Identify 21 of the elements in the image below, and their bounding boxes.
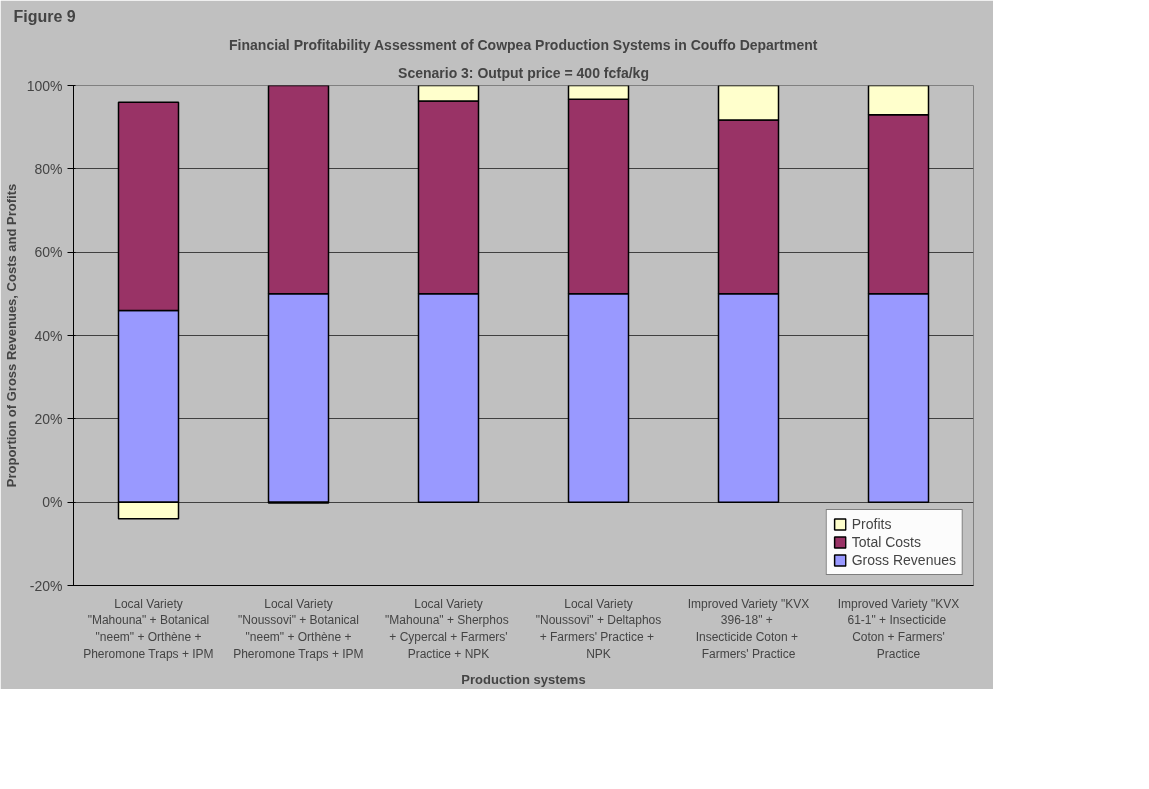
x-tick-label: Local Variety "Noussovi" + Botanical "neem" + Orthène + Pheromone Traps + IPM (233, 596, 364, 661)
caption: Figure 9 (13, 7, 76, 25)
chart-title: Financial Profitability Assessment of Cowpea Production Systems in Couffo Department (229, 36, 818, 53)
legend-label: Gross Revenues (851, 552, 956, 568)
y-tick-label: 40% (34, 327, 63, 344)
y-tick-label: 100% (26, 77, 63, 94)
x-tick-label: Improved Variety "KVX 396-18" + Insecticide Coton + Farmers' Practice (687, 596, 810, 661)
chart-subtitle: Scenario 3: Output price = 400 fcfa/kg (398, 64, 649, 81)
y-tick-label: 0% (42, 494, 63, 511)
y-tick-label: 60% (34, 244, 63, 261)
y-axis-title: Proportion of Gross Revenues, Costs and Profits (3, 183, 19, 488)
legend-label: Profits (851, 516, 892, 532)
x-tick-label: Local Variety "Mahouna" + Botanical "neem" + Orthène + Pheromone Traps + IPM (83, 596, 214, 661)
x-tick-label: Local Variety "Mahouna" + Sherphos + Cypercal + Farmers' Practice + NPK (385, 596, 509, 661)
x-axis-title: Production systems (461, 671, 586, 687)
y-tick-label: -20% (29, 577, 63, 594)
legend-label: Total Costs (851, 534, 921, 550)
x-tick-label: Improved Variety "KVX 61-1" + Insecticide Coton + Farmers' Practice (837, 596, 960, 661)
y-tick-label: 20% (34, 410, 63, 427)
x-tick-label: Local Variety "Noussovi" + Deltaphos + Farmers' Practice + NPK (535, 596, 662, 661)
y-tick-label: 80% (34, 160, 63, 177)
